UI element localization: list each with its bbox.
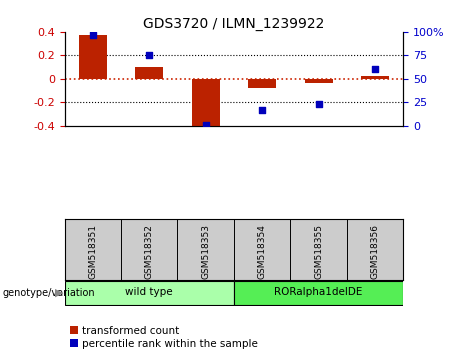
Text: GSM518356: GSM518356 (371, 224, 380, 279)
Title: GDS3720 / ILMN_1239922: GDS3720 / ILMN_1239922 (143, 17, 325, 31)
Bar (305, 79, 333, 84)
Text: GSM518353: GSM518353 (201, 224, 210, 279)
Point (146, 52, 153, 58)
Text: RORalpha1delDE: RORalpha1delDE (274, 287, 363, 297)
Text: GSM518351: GSM518351 (88, 224, 97, 279)
Bar (135, 67, 163, 79)
Text: GSM518354: GSM518354 (258, 224, 267, 279)
Text: ▶: ▶ (55, 288, 63, 298)
Text: wild type: wild type (125, 287, 173, 297)
Point (259, 107, 266, 113)
Bar (65, 281, 234, 305)
Text: GSM518355: GSM518355 (314, 224, 323, 279)
Bar (79, 35, 107, 79)
Legend: transformed count, percentile rank within the sample: transformed count, percentile rank withi… (70, 326, 258, 349)
Text: genotype/variation: genotype/variation (2, 288, 95, 298)
Bar (234, 281, 403, 305)
Point (89, 32, 96, 38)
Point (315, 101, 322, 107)
Bar (192, 79, 220, 127)
Point (372, 67, 379, 72)
Bar (248, 79, 276, 88)
Point (202, 122, 209, 127)
Bar (361, 76, 389, 79)
Text: GSM518352: GSM518352 (145, 224, 154, 279)
